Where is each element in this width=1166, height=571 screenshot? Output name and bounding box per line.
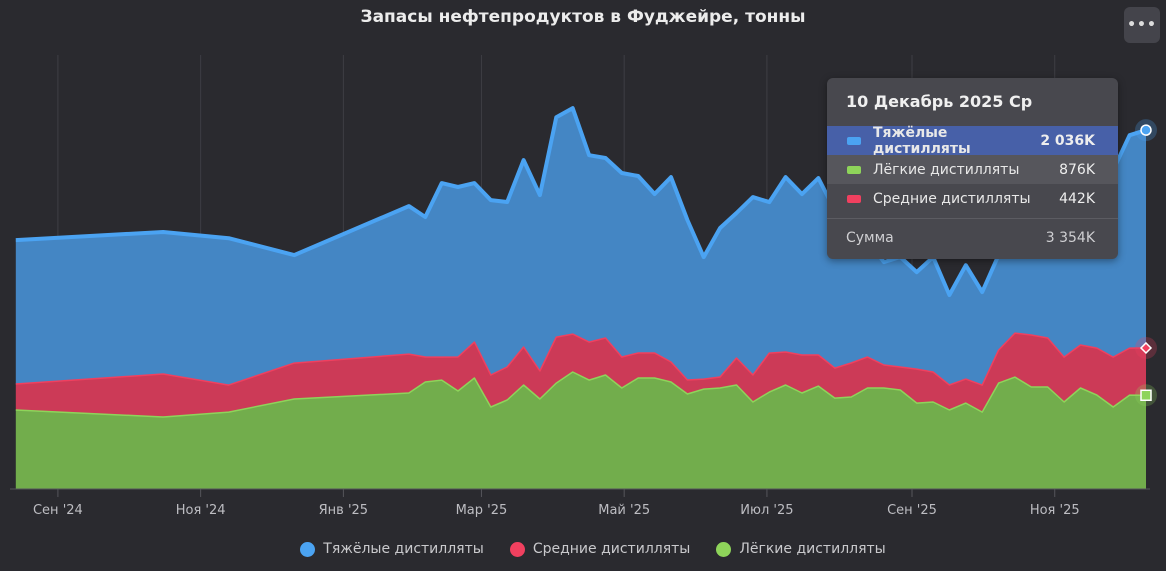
light-line <box>15 371 1147 418</box>
tooltip-sum-value: 3 354K <box>1045 230 1095 246</box>
legend-item-heavy[interactable]: Тяжёлые дистилляты <box>300 541 484 557</box>
tooltip-row-label: Средние дистилляты <box>873 190 1031 207</box>
x-tick-label: Мар '25 <box>456 503 508 518</box>
heavy-dot-icon <box>300 541 316 557</box>
x-tick-label: Ноя '25 <box>1030 503 1080 518</box>
tooltip-row-value: 876K <box>1059 161 1095 178</box>
tooltip: 10 Декабрь 2025 Ср Тяжёлые дистилляты 2 … <box>827 78 1118 259</box>
tooltip-row-label: Тяжёлые дистилляты <box>873 124 971 157</box>
light-area <box>15 372 1146 489</box>
tooltip-row-light: Лёгкие дистилляты 876K <box>827 155 1118 184</box>
legend-label: Лёгкие дистилляты <box>739 541 886 557</box>
hover-markers <box>1135 119 1157 407</box>
heavy-swatch-icon <box>847 136 861 145</box>
tooltip-divider <box>827 218 1118 219</box>
heavy-marker-icon <box>1140 124 1152 136</box>
tooltip-row-value: 442K <box>1059 190 1095 207</box>
tooltip-row-label: Лёгкие дистилляты <box>873 161 1020 178</box>
medium-swatch-icon <box>847 194 861 203</box>
light-swatch-icon <box>847 165 861 174</box>
x-tick-label: Сен '25 <box>887 503 937 518</box>
x-axis-ticks: Сен '24 Ноя '24 Янв '25 Мар '25 Май '25 Июл '… <box>33 489 1080 518</box>
legend-item-light[interactable]: Лёгкие дистилляты <box>716 541 886 557</box>
legend: Тяжёлые дистилляты Средние дистилляты Лё… <box>0 541 1166 557</box>
tooltip-row-value: 2 036K <box>1040 132 1095 149</box>
ellipsis-icon: ••• <box>1127 17 1157 33</box>
chart-title: Запасы нефтепродуктов в Фуджейре, тонны <box>360 7 806 27</box>
legend-label: Тяжёлые дистилляты <box>323 541 484 557</box>
tooltip-sum-label: Сумма <box>846 230 894 246</box>
tooltip-date: 10 Декабрь 2025 Ср <box>846 92 1033 111</box>
x-tick-label: Май '25 <box>598 503 650 518</box>
light-dot-icon <box>716 541 732 557</box>
chart-menu-button[interactable]: ••• <box>1124 7 1160 43</box>
medium-marker-diamond-icon <box>1139 341 1153 355</box>
x-tick-label: Ноя '24 <box>176 503 226 518</box>
medium-area <box>15 333 1146 417</box>
light-marker-square-icon <box>1140 389 1152 402</box>
tooltip-row-medium: Средние дистилляты 442K <box>827 184 1118 213</box>
x-tick-label: Июл '25 <box>740 503 793 518</box>
legend-item-medium[interactable]: Средние дистилляты <box>509 541 691 557</box>
heavy-area <box>15 108 1146 386</box>
tooltip-row-heavy: Тяжёлые дистилляты 2 036K <box>827 124 1118 157</box>
areas <box>15 108 1146 489</box>
medium-line <box>15 332 1147 386</box>
x-tick-label: Янв '25 <box>319 503 368 518</box>
medium-dot-icon <box>509 541 525 557</box>
x-tick-label: Сен '24 <box>33 503 83 518</box>
legend-label: Средние дистилляты <box>532 541 691 557</box>
